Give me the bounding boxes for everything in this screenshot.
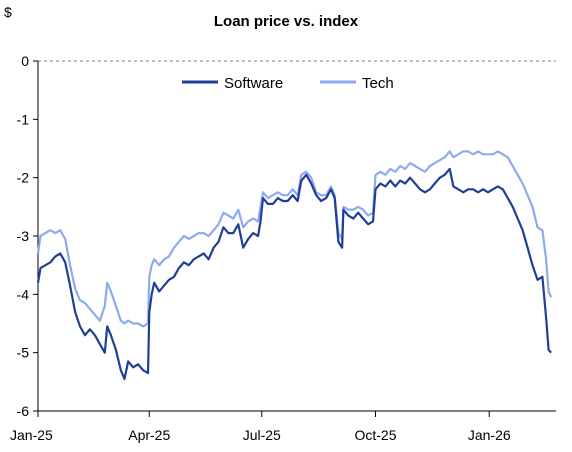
legend: Software Tech: [182, 75, 394, 92]
x-tick-label: Jan-26: [468, 427, 511, 443]
y-tick-label: -4: [17, 286, 30, 302]
y-tick-label: -6: [17, 403, 30, 419]
series-lines: [36, 150, 553, 380]
x-tick-label: Oct-25: [354, 427, 396, 443]
y-tick-label: -3: [17, 228, 30, 244]
y-tick-label: -2: [17, 170, 30, 186]
series-line-software: [36, 167, 552, 380]
y-tick-label: -1: [17, 111, 30, 127]
x-tick-label: Jul-25: [243, 427, 281, 443]
y-tick-label: 0: [21, 53, 29, 69]
series-line-tech: [36, 150, 553, 328]
chart-title: Loan price vs. index: [214, 13, 359, 30]
x-tick-label: Jan-25: [10, 427, 53, 443]
axes: 0 -1 -2 -3 -4 -5 -6 Jan-25 Apr-25 Jul-25 Oct-25 Jan…: [10, 53, 556, 443]
legend-label-tech: Tech: [362, 75, 394, 92]
x-tick-label: Apr-25: [128, 427, 170, 443]
legend-label-software: Software: [224, 75, 283, 92]
y-axis-label: $: [4, 4, 12, 20]
y-tick-label: -5: [17, 345, 30, 361]
